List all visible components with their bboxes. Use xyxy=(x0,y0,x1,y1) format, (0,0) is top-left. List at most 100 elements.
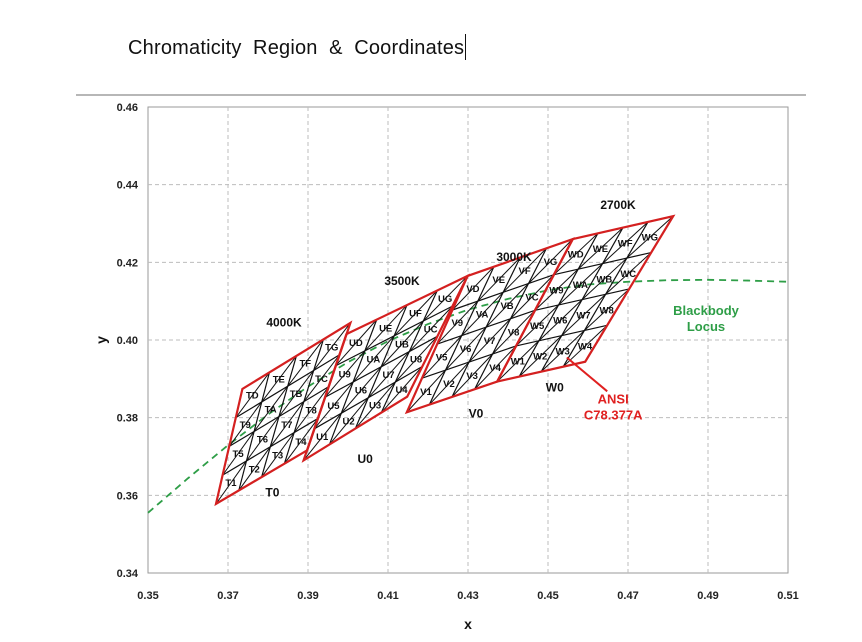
bin-label: W2 xyxy=(533,352,547,363)
bin-diagonal xyxy=(534,268,579,311)
bin-diagonal xyxy=(313,322,351,371)
bin-diagonal xyxy=(367,351,410,398)
x-tick-label: 0.37 xyxy=(217,590,238,602)
bin-diagonal xyxy=(287,339,324,387)
bin-diagonal xyxy=(492,309,536,355)
y-tick-label: 0.46 xyxy=(117,102,138,114)
bin-diagonal xyxy=(558,263,603,306)
bin-diagonal xyxy=(605,252,652,295)
bin-label: TC xyxy=(315,374,328,385)
y-tick-label: 0.34 xyxy=(117,568,139,580)
bin-label: VA xyxy=(476,310,489,321)
bin-diagonal xyxy=(269,401,305,448)
bin-diagonal xyxy=(324,350,366,398)
region-label: V0 xyxy=(469,407,484,421)
bin-diagonal xyxy=(261,355,297,403)
bin-diagonal xyxy=(261,432,295,478)
bin-diagonal xyxy=(329,397,369,445)
bin-label: TD xyxy=(246,391,259,402)
bin-label: U8 xyxy=(410,355,422,366)
bin-label: UE xyxy=(379,323,392,334)
x-tick-label: 0.35 xyxy=(137,590,158,602)
bin-label: UA xyxy=(366,354,380,365)
y-tick-label: 0.44 xyxy=(117,180,139,192)
bin-diagonal xyxy=(485,283,529,328)
bin-diagonal xyxy=(602,221,649,264)
bin-diagonal xyxy=(518,335,562,377)
bin-label: VB xyxy=(500,301,513,312)
bin-diagonal xyxy=(496,340,540,382)
bin-diagonal xyxy=(515,304,559,347)
bin-diagonal xyxy=(422,275,468,322)
bin-label: U6 xyxy=(355,385,367,396)
bin-label: VG xyxy=(544,257,558,268)
title-divider xyxy=(76,94,806,96)
bin-diagonal xyxy=(581,257,628,300)
slide-title: Chromaticity Region & Coordinates xyxy=(128,34,467,60)
bin-label: V7 xyxy=(484,336,496,347)
ansi-label-line1: ANSI xyxy=(598,391,629,406)
bin-label: U5 xyxy=(327,401,340,412)
bin-label: UF xyxy=(409,309,422,320)
bin-label: UG xyxy=(438,294,452,305)
bin-label: T7 xyxy=(281,420,292,431)
bin-diagonal xyxy=(474,345,517,390)
ansi-label-line2: C78.377A xyxy=(584,407,643,422)
bin-label: V8 xyxy=(508,328,520,339)
bin-diagonal xyxy=(436,300,479,345)
bin-label: V4 xyxy=(489,363,501,374)
bin-diagonal xyxy=(584,288,630,331)
bin-diagonal xyxy=(553,232,599,276)
bin-diagonal xyxy=(468,318,511,363)
bin-label: V5 xyxy=(436,352,448,363)
bin-label: WG xyxy=(642,233,658,244)
y-tick-label: 0.36 xyxy=(117,490,138,502)
bin-diagonal xyxy=(246,416,280,462)
bin-label: V9 xyxy=(451,318,463,329)
bin-label: VC xyxy=(525,292,538,303)
bin-diagonal xyxy=(445,326,487,371)
ansi-arrow xyxy=(566,356,608,393)
cct-label: 4000K xyxy=(266,315,302,329)
bin-label: W5 xyxy=(530,321,545,332)
bin-label: WE xyxy=(593,244,608,255)
bin-label: W3 xyxy=(555,347,569,358)
bin-label: U4 xyxy=(395,385,408,396)
bin-diagonal xyxy=(561,293,606,336)
region-label: W0 xyxy=(546,381,564,395)
bin-diagonal xyxy=(303,412,342,461)
bin-diagonal xyxy=(451,353,493,398)
blackbody-locus-line xyxy=(147,278,789,514)
bin-label: W4 xyxy=(578,342,593,353)
bin-label: U7 xyxy=(382,370,394,381)
bin-label: WB xyxy=(596,274,612,285)
bin-label: W6 xyxy=(553,316,567,327)
bin-diagonal xyxy=(626,215,674,259)
bin-label: VE xyxy=(492,275,505,286)
bin-label: UC xyxy=(424,324,438,335)
bin-label: V1 xyxy=(420,387,432,398)
bin-diagonal xyxy=(235,372,270,418)
quadrangle-2700k: W1 W2 W3 W4 W5 W6 W7 W8 W9 WA WB WC WD WE WF WG xyxy=(495,214,676,384)
bin-label: V2 xyxy=(443,379,455,390)
x-tick-label: 0.45 xyxy=(537,590,558,602)
bin-label: V6 xyxy=(460,344,472,355)
bin-diagonal xyxy=(238,446,271,491)
bin-label: W7 xyxy=(576,311,590,322)
region-label: T0 xyxy=(265,485,279,499)
bin-diagonal xyxy=(528,238,574,284)
bin-diagonal xyxy=(222,431,255,476)
blackbody-label-line1: Blackbody xyxy=(673,303,740,318)
bin-diagonal xyxy=(278,370,315,417)
bin-label: T9 xyxy=(240,420,251,431)
x-tick-label: 0.49 xyxy=(697,590,718,602)
bin-label: T4 xyxy=(295,437,307,448)
bin-label: T6 xyxy=(257,434,268,445)
bin-diagonal xyxy=(540,330,585,373)
x-tick-label: 0.51 xyxy=(777,590,798,602)
slide-title-text: Chromaticity Region & Coordinates xyxy=(128,37,465,59)
bin-diagonal xyxy=(283,418,319,464)
cct-label: 3500K xyxy=(384,274,420,288)
bin-diagonal xyxy=(408,305,453,352)
bin-label: W8 xyxy=(599,305,613,316)
